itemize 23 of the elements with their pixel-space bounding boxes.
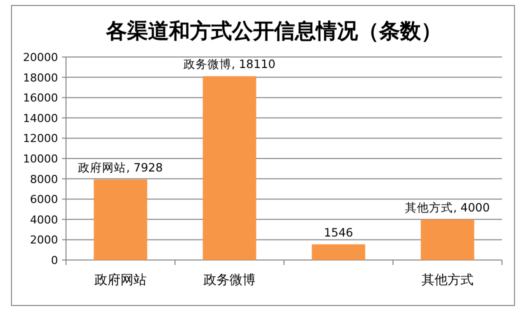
y-tick-label: 20000 [23, 51, 58, 64]
bar [420, 219, 474, 260]
data-label: 政务微博, 18110 [184, 57, 276, 72]
data-label: 1546 [324, 225, 354, 240]
x-tick-label: 政务微博 [204, 273, 256, 288]
y-tick-label: 8000 [30, 172, 58, 186]
x-tick-label: 其他方式 [422, 272, 474, 288]
bar [312, 244, 366, 260]
y-tick-label: 6000 [30, 193, 58, 206]
y-tick-label: 16000 [23, 92, 58, 105]
data-label: 其他方式, 4000 [405, 200, 490, 214]
data-label: 政府网站, 7928 [78, 160, 163, 175]
y-tick-label: 0 [51, 254, 58, 267]
chart-title: 各渠道和方式公开信息情况（条数） [105, 19, 442, 43]
bar [94, 180, 148, 260]
y-tick-label: 2000 [30, 234, 58, 247]
y-tick-label: 14000 [23, 112, 58, 125]
y-tick-label: 18000 [23, 71, 58, 84]
bar [202, 76, 256, 260]
y-tick-label: 10000 [23, 152, 58, 166]
y-tick-label: 4000 [30, 213, 58, 226]
y-tick-label: 12000 [23, 132, 58, 146]
x-tick-label: 政府网站 [94, 272, 146, 288]
